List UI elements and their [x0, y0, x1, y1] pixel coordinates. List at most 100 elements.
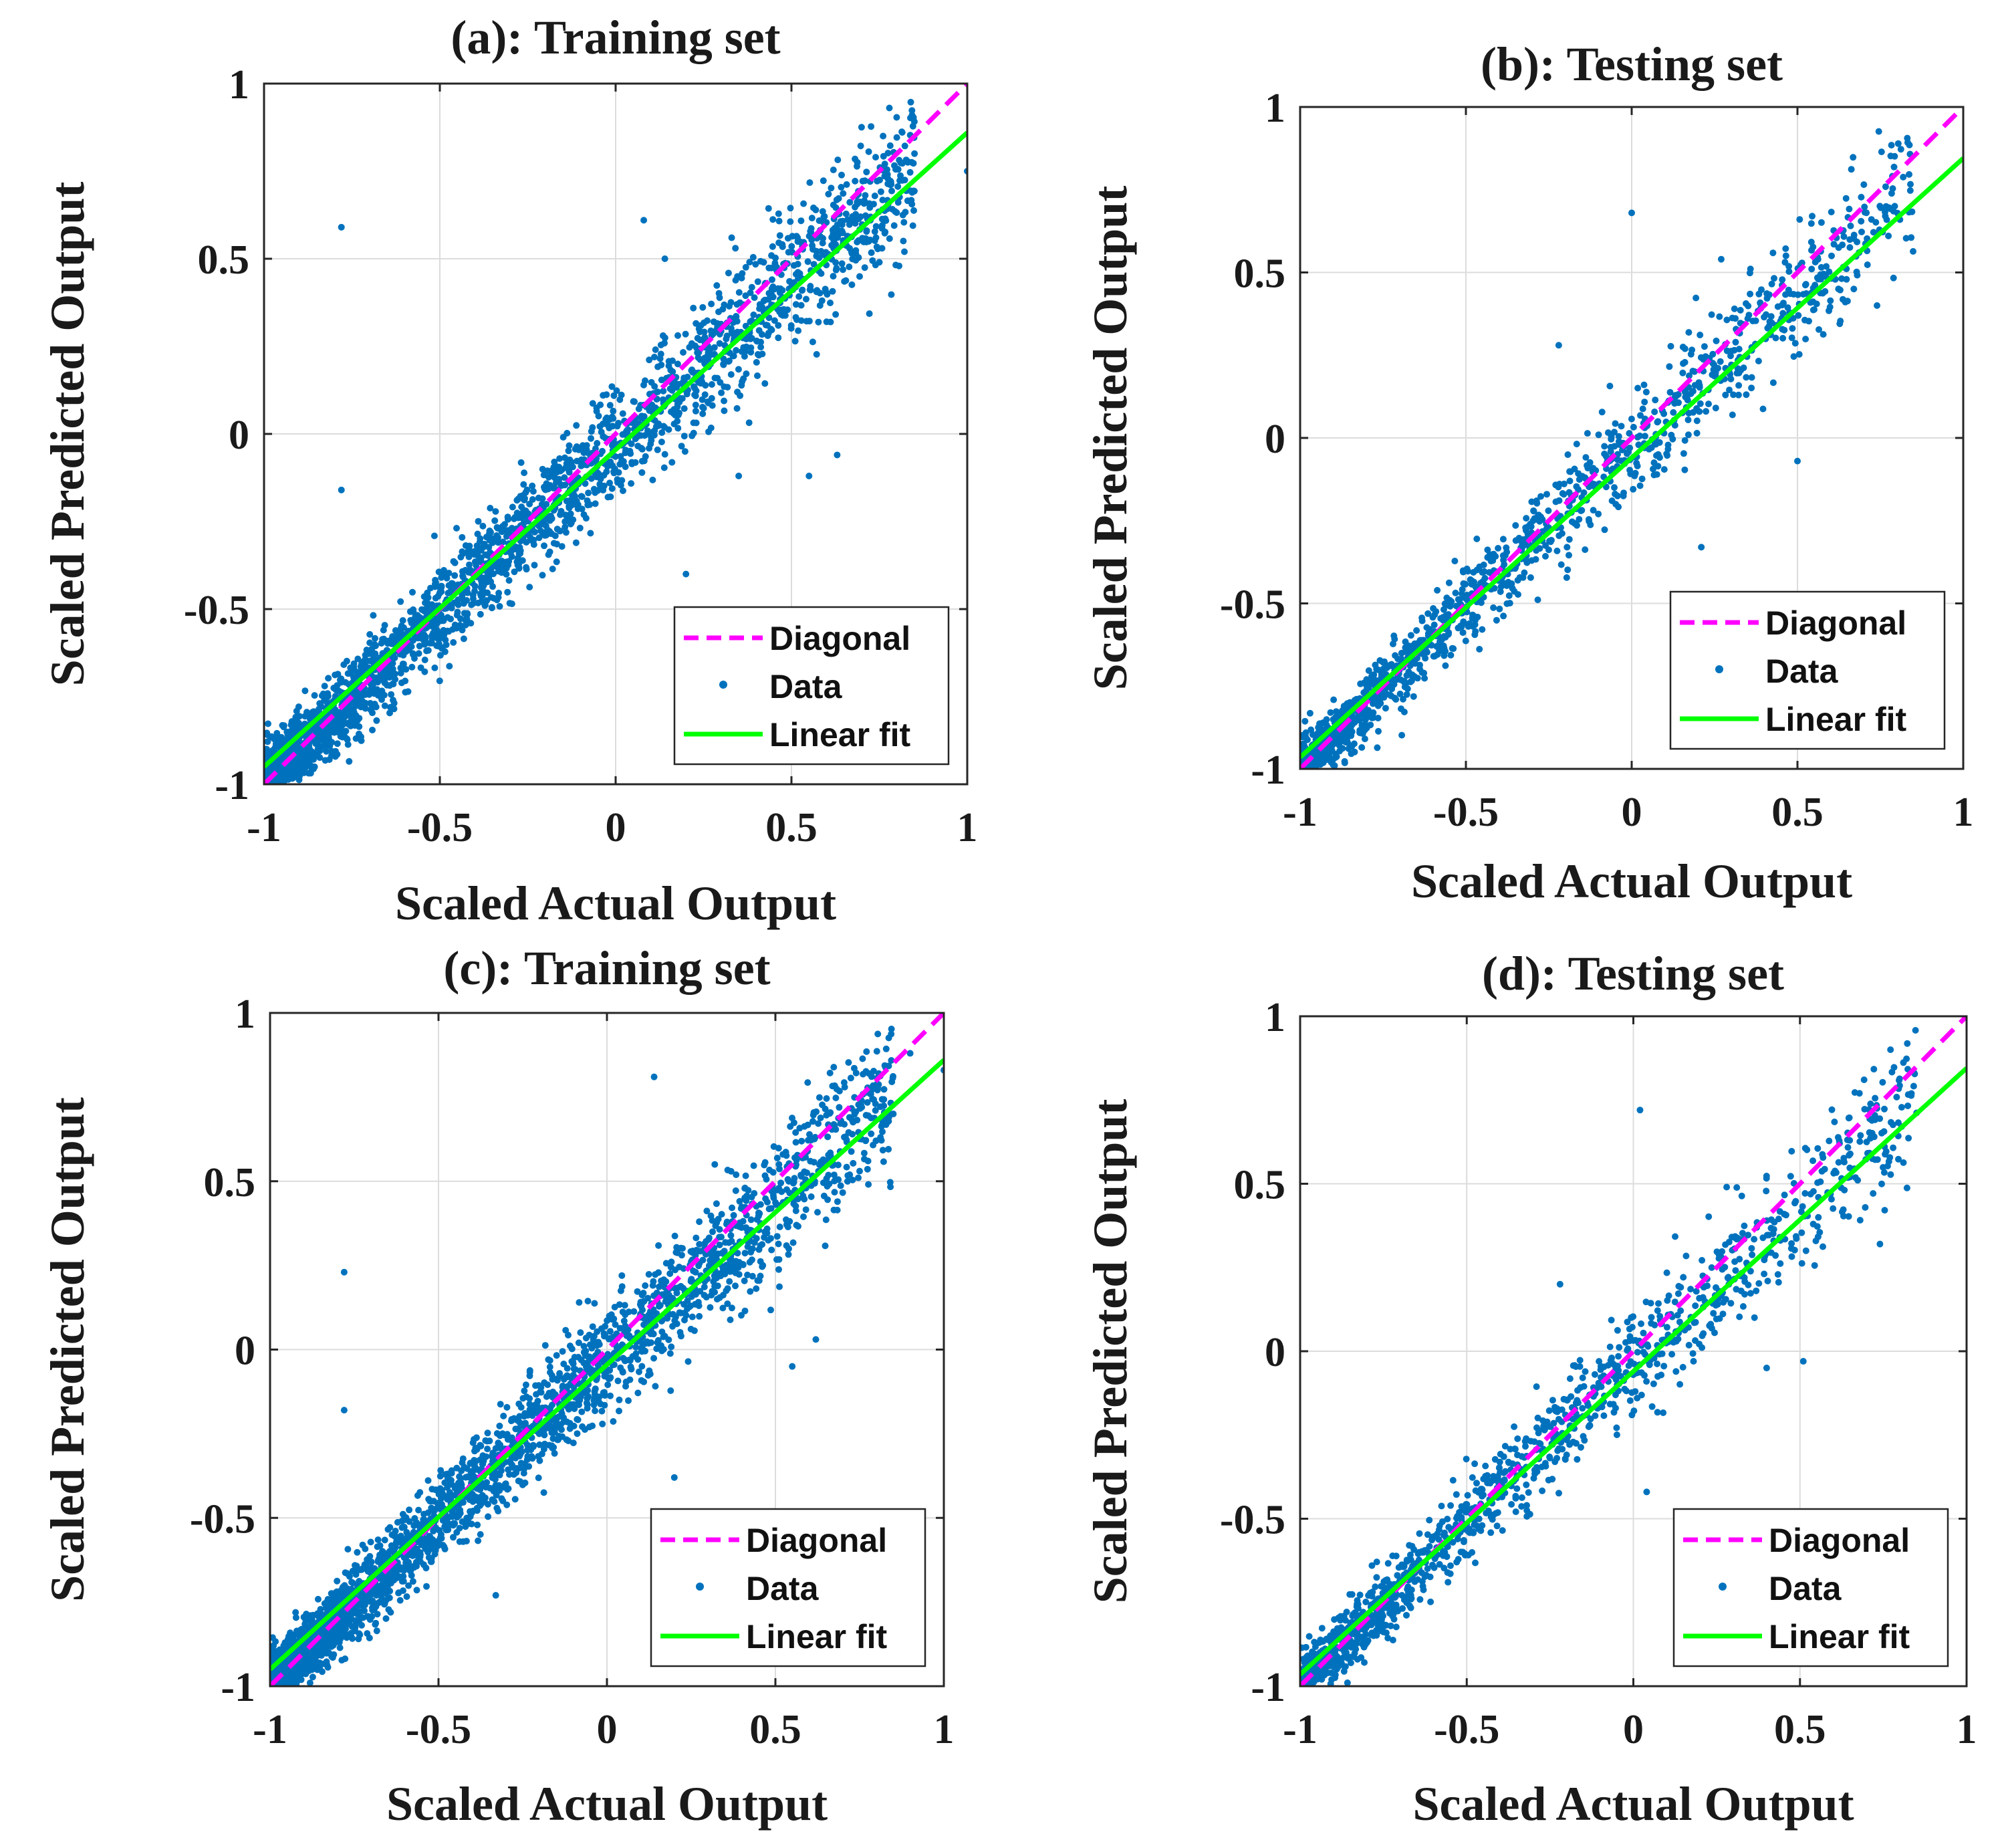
data-point [1620, 492, 1627, 499]
data-point [301, 687, 309, 695]
data-point [894, 199, 902, 206]
data-point [1910, 248, 1916, 255]
data-point [531, 562, 538, 569]
data-point [1732, 315, 1739, 322]
data-point [588, 435, 594, 442]
data-point [873, 243, 880, 251]
data-point [882, 1045, 890, 1052]
data-point [705, 399, 712, 407]
data-point [1830, 241, 1838, 248]
data-point [797, 217, 805, 225]
data-point [451, 621, 459, 628]
data-point [657, 342, 664, 348]
data-point [800, 200, 807, 207]
data-point [526, 500, 533, 507]
data-point [422, 635, 428, 643]
data-point [555, 475, 563, 483]
data-point [830, 1171, 838, 1179]
data-point [794, 238, 801, 245]
data-point [736, 1197, 743, 1205]
data-point [674, 332, 681, 339]
data-point [611, 1304, 618, 1310]
data-point [809, 338, 816, 346]
data-point [362, 699, 369, 707]
data-point [753, 337, 760, 344]
data-point [1624, 450, 1630, 457]
data-point [829, 227, 836, 234]
data-point [553, 526, 561, 533]
data-point [1747, 290, 1754, 298]
data-point [478, 544, 485, 552]
data-point [701, 1283, 708, 1290]
data-point [275, 735, 282, 743]
data-point [807, 286, 814, 294]
data-point [1402, 638, 1409, 645]
data-point [1459, 586, 1466, 593]
data-point [733, 347, 740, 354]
data-point [1496, 605, 1503, 612]
data-point [488, 604, 495, 611]
data-point [1428, 642, 1435, 649]
data-point [1392, 696, 1400, 703]
data-point [819, 208, 826, 215]
data-point [545, 1356, 552, 1363]
data-point [315, 743, 322, 751]
data-point [878, 245, 886, 252]
data-point [1582, 454, 1590, 461]
data-point [1889, 185, 1896, 192]
data-point [1636, 432, 1644, 439]
data-point [872, 1137, 880, 1145]
data-point [656, 355, 664, 362]
data-point [1796, 216, 1803, 223]
data-point [423, 1583, 430, 1590]
data-point [872, 234, 880, 241]
data-point [1543, 491, 1550, 498]
data-point [1890, 163, 1898, 170]
data-point [328, 752, 335, 760]
data-point [1413, 627, 1420, 634]
data-point [813, 288, 820, 296]
data-point [894, 183, 902, 190]
data-point [690, 429, 697, 437]
data-point [846, 199, 854, 206]
data-point [529, 487, 537, 495]
data-point [879, 197, 886, 204]
data-point [768, 264, 775, 271]
data-point [859, 177, 866, 185]
data-point [1414, 675, 1421, 682]
data-point [702, 382, 709, 389]
data-point [394, 1518, 401, 1526]
data-point [1850, 154, 1857, 161]
data-point [435, 640, 443, 647]
diagonal-line [1300, 107, 1963, 769]
data-point [1333, 708, 1340, 715]
data-point [1360, 679, 1368, 687]
data-point [1471, 631, 1479, 639]
data-point [637, 432, 644, 439]
linear-fit-line [264, 130, 967, 769]
data-point [426, 640, 434, 647]
data-point [1735, 391, 1742, 398]
data-point [1727, 348, 1735, 355]
data-point [1743, 374, 1750, 381]
data-point [1634, 384, 1642, 392]
data-point [797, 302, 805, 309]
data-point [338, 223, 345, 231]
data-point [1681, 437, 1689, 444]
data-point [1521, 569, 1528, 576]
data-point [911, 150, 918, 157]
data-point [747, 1216, 755, 1224]
data-point [907, 98, 914, 106]
data-point [1436, 641, 1443, 648]
data-point [896, 262, 902, 269]
data-point [1476, 646, 1483, 653]
data-point [374, 1536, 382, 1543]
data-point [434, 619, 441, 626]
data-point [1361, 735, 1368, 743]
data-point [678, 395, 686, 402]
data-point [1358, 744, 1366, 751]
data-point [541, 1342, 549, 1349]
data-point [1686, 372, 1693, 379]
data-point [1846, 244, 1854, 251]
data-point [1497, 583, 1505, 590]
